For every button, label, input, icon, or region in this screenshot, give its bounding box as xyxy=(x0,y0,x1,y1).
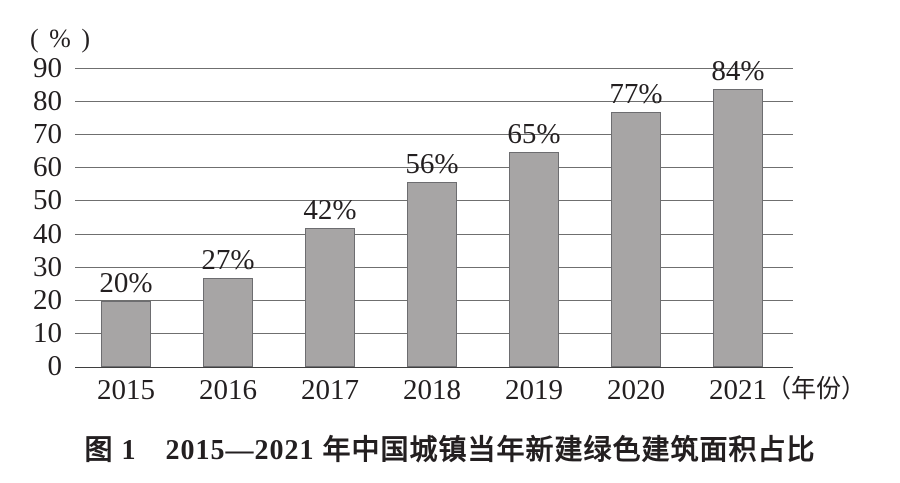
y-tick-label: 90 xyxy=(33,52,62,84)
bar-2020 xyxy=(611,112,661,367)
y-tick-label: 20 xyxy=(33,284,62,316)
x-tick-label: 2020 xyxy=(607,374,665,406)
x-tick-label: 2017 xyxy=(301,374,359,406)
y-tick-label: 70 xyxy=(33,118,62,150)
x-tick-label: 2016 xyxy=(199,374,257,406)
y-axis-unit-label: ( % ) xyxy=(30,24,92,53)
x-axis-unit-label: （年份） xyxy=(766,376,867,403)
x-tick-label: 2018 xyxy=(403,374,461,406)
bar-2021 xyxy=(713,89,763,367)
y-tick-label: 80 xyxy=(33,85,62,117)
y-tick-label: 40 xyxy=(33,218,62,250)
figure-caption: 图 1 2015—2021 年中国城镇当年新建绿色建筑面积占比 xyxy=(84,435,816,466)
bar-chart-plot-area: 0 10 20 30 40 50 60 70 80 90 20% 2015 27% 2016 42% 2017… xyxy=(33,52,793,406)
bar-2019 xyxy=(509,152,559,367)
y-tick-label: 0 xyxy=(47,350,63,382)
bar-value-label: 27% xyxy=(201,244,255,276)
y-tick-label: 60 xyxy=(33,151,62,183)
gridline-60 xyxy=(75,167,793,168)
bar-value-label: 20% xyxy=(99,267,153,299)
bar-2016 xyxy=(203,278,253,367)
bar-2017 xyxy=(305,228,355,367)
gridline-70 xyxy=(75,134,793,135)
y-tick-label: 50 xyxy=(33,184,62,216)
y-tick-label: 30 xyxy=(33,251,62,283)
x-tick-label: 2019 xyxy=(505,374,563,406)
bar-value-label: 42% xyxy=(303,194,357,226)
bar-value-label: 77% xyxy=(609,78,663,110)
x-tick-label: 2021 xyxy=(709,374,767,406)
bar-value-label: 84% xyxy=(711,55,765,87)
bar-value-label: 65% xyxy=(507,118,561,150)
bar-2015 xyxy=(101,301,151,367)
y-tick-label: 10 xyxy=(33,317,62,349)
gridline-90 xyxy=(75,68,793,69)
x-axis-line xyxy=(75,367,793,368)
bar-value-label: 56% xyxy=(405,148,459,180)
gridline-80 xyxy=(75,101,793,102)
x-tick-label: 2015 xyxy=(97,374,155,406)
bar-2018 xyxy=(407,182,457,367)
